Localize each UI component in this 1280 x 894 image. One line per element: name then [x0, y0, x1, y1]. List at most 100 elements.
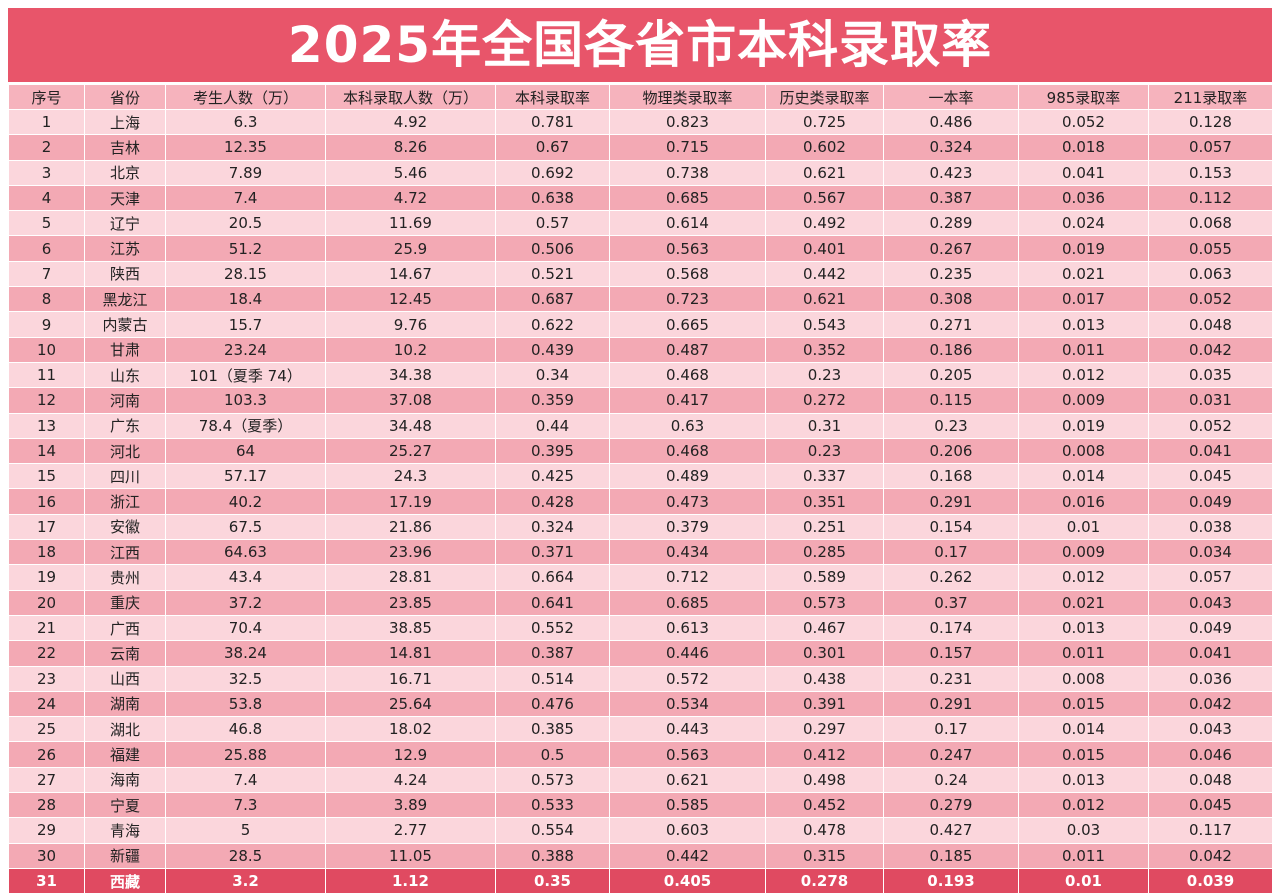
table-cell: 0.186 [883, 337, 1019, 363]
table-cell: 0.278 [765, 868, 884, 894]
table-cell: 0.391 [765, 691, 884, 718]
column-header: 本科录取人数（万） [325, 85, 496, 110]
table-cell: 6 [8, 235, 85, 262]
table-cell: 0.021 [1018, 261, 1149, 288]
table-cell: 24 [8, 691, 85, 718]
table-cell: 0.185 [883, 843, 1019, 869]
table-cell: 2.77 [325, 817, 496, 844]
table-cell: 0.443 [609, 716, 766, 743]
admission-rate-table: 序号 省份 考生人数（万） 本科录取人数（万） 本科录取率 物理类录取率 历史类录取率 一本率… [8, 85, 1273, 894]
table-cell: 0.568 [609, 261, 766, 288]
table-cell: 0.193 [883, 868, 1019, 894]
table-cell: 0.664 [495, 564, 610, 591]
table-cell: 12 [8, 387, 85, 414]
table-row: 19 贵州 43.4 28.81 0.664 0.712 0.589 0.262 0.012 0.… [8, 564, 1273, 591]
table-cell: 0.712 [609, 564, 766, 591]
table-cell: 0.543 [765, 311, 884, 338]
table-row: 29 青海 5 2.77 0.554 0.603 0.478 0.427 0.03 0.117 [8, 817, 1273, 844]
table-cell: 25.88 [165, 741, 326, 768]
table-cell: 0.621 [765, 160, 884, 186]
table-cell: 上海 [84, 109, 166, 136]
table-cell: 23.96 [325, 539, 496, 566]
table-cell: 12.45 [325, 286, 496, 313]
table-cell: 70.4 [165, 615, 326, 642]
table-cell: 0.039 [1148, 868, 1273, 894]
table-row: 9 内蒙古 15.7 9.76 0.622 0.665 0.543 0.271 0.013 0.0… [8, 311, 1273, 338]
table-cell: 38.85 [325, 615, 496, 642]
table-cell: 河北 [84, 438, 166, 465]
table-row: 4 天津 7.4 4.72 0.638 0.685 0.567 0.387 0.036 0.112 [8, 185, 1273, 212]
table-cell: 0.016 [1018, 488, 1149, 515]
table-cell: 重庆 [84, 590, 166, 616]
table-cell: 5 [165, 817, 326, 844]
table-cell: 11.69 [325, 210, 496, 237]
column-header: 历史类录取率 [765, 85, 884, 110]
table-cell: 11.05 [325, 843, 496, 869]
table-cell: 0.405 [609, 868, 766, 894]
table-row: 31 西藏 3.2 1.12 0.35 0.405 0.278 0.193 0.01 0.039 [8, 868, 1273, 894]
table-cell: 23.85 [325, 590, 496, 616]
table-cell: 40.2 [165, 488, 326, 515]
table-cell: 0.018 [1018, 134, 1149, 161]
table-cell: 0.112 [1148, 185, 1273, 212]
table-cell: 78.4（夏季） [165, 413, 326, 439]
table-cell: 0.036 [1018, 185, 1149, 212]
table-cell: 0.371 [495, 539, 610, 566]
table-cell: 0.045 [1148, 792, 1273, 819]
table-cell: 0.019 [1018, 235, 1149, 262]
table-cell: 0.008 [1018, 438, 1149, 465]
table-cell: 0.01 [1018, 514, 1149, 541]
table-row: 24 湖南 53.8 25.64 0.476 0.534 0.391 0.291 0.015 0.… [8, 691, 1273, 718]
table-row: 12 河南 103.3 37.08 0.359 0.417 0.272 0.115 0.009 0… [8, 387, 1273, 414]
table-cell: 4.24 [325, 767, 496, 794]
table-cell: 0.395 [495, 438, 610, 465]
table-row: 21 广西 70.4 38.85 0.552 0.613 0.467 0.174 0.013 0.… [8, 615, 1273, 642]
table-cell: 5 [8, 210, 85, 237]
table-cell: 25.27 [325, 438, 496, 465]
table-cell: 3 [8, 160, 85, 186]
table-cell: 0.012 [1018, 362, 1149, 389]
table-cell: 福建 [84, 741, 166, 768]
table-cell: 37.2 [165, 590, 326, 616]
table-cell: 0.17 [883, 716, 1019, 743]
table-cell: 5.46 [325, 160, 496, 186]
table-cell: 0.011 [1018, 843, 1149, 869]
table-cell: 2 [8, 134, 85, 161]
page: 2025年全国各省市本科录取率 序号 省份 考生人数（万） 本科录取人数（万） 本科录取… [8, 8, 1273, 894]
table-cell: 16 [8, 488, 85, 515]
table-cell: 0.665 [609, 311, 766, 338]
table-cell: 10 [8, 337, 85, 363]
table-cell: 13 [8, 413, 85, 439]
table-cell: 0.049 [1148, 615, 1273, 642]
table-cell: 0.117 [1148, 817, 1273, 844]
table-cell: 0.041 [1148, 438, 1273, 465]
table-cell: 25 [8, 716, 85, 743]
table-row: 15 四川 57.17 24.3 0.425 0.489 0.337 0.168 0.014 0.… [8, 463, 1273, 490]
table-row: 11 山东 101（夏季 74） 34.38 0.34 0.468 0.23 0.205 0.0… [8, 362, 1273, 389]
table-cell: 天津 [84, 185, 166, 212]
table-row: 1 上海 6.3 4.92 0.781 0.823 0.725 0.486 0.052 0.128 [8, 109, 1273, 136]
table-cell: 0.468 [609, 362, 766, 389]
table-cell: 22 [8, 640, 85, 667]
table-cell: 25.64 [325, 691, 496, 718]
table-cell: 0.563 [609, 741, 766, 768]
table-cell: 0.715 [609, 134, 766, 161]
table-cell: 0.041 [1148, 640, 1273, 667]
table-cell: 0.021 [1018, 590, 1149, 616]
table-cell: 山西 [84, 666, 166, 692]
table-cell: 0.585 [609, 792, 766, 819]
table-cell: 7.89 [165, 160, 326, 186]
table-cell: 0.359 [495, 387, 610, 414]
table-cell: 28.81 [325, 564, 496, 591]
table-cell: 0.267 [883, 235, 1019, 262]
table-cell: 0.621 [765, 286, 884, 313]
table-cell: 0.068 [1148, 210, 1273, 237]
table-row: 25 湖北 46.8 18.02 0.385 0.443 0.297 0.17 0.014 0.0… [8, 716, 1273, 743]
column-header: 211录取率 [1148, 85, 1273, 110]
table-cell: 0.337 [765, 463, 884, 490]
table-cell: 北京 [84, 160, 166, 186]
table-cell: 0.034 [1148, 539, 1273, 566]
table-cell: 0.602 [765, 134, 884, 161]
table-cell: 0.052 [1148, 286, 1273, 313]
table-cell: 0.048 [1148, 767, 1273, 794]
